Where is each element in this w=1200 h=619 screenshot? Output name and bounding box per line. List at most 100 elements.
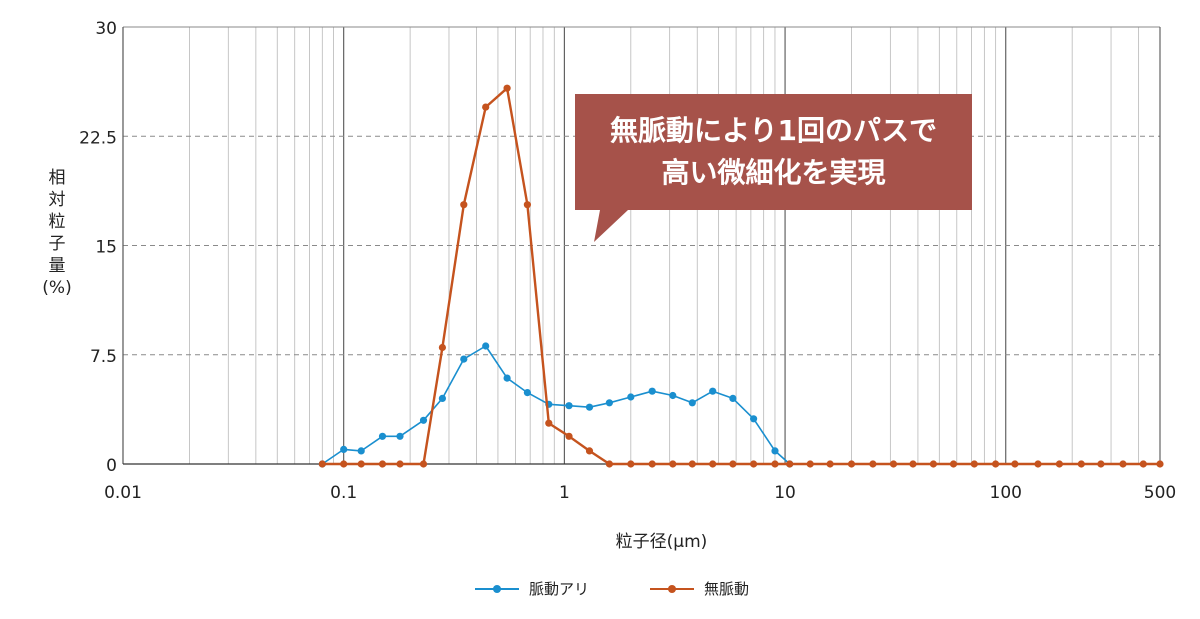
data-point (627, 393, 635, 401)
data-point (709, 387, 717, 395)
x-tick-label: 500 (1144, 483, 1176, 503)
callout-pointer (594, 210, 628, 242)
data-point (438, 343, 446, 352)
y-axis-title-char: 粒 (49, 212, 66, 232)
data-point (771, 447, 779, 455)
y-tick-label: 30 (95, 19, 117, 39)
data-point (357, 460, 365, 468)
legend-marker (493, 585, 501, 593)
data-point (585, 403, 594, 411)
data-point (605, 460, 614, 468)
axes: 0 7.5 15 22.5 30 0.01 0.1 1 10 100 500 粒子径(μm) 相対粒子量… (42, 19, 1176, 552)
data-point (909, 460, 917, 468)
data-point (669, 391, 677, 400)
data-point (1077, 460, 1085, 468)
data-point (771, 460, 779, 468)
data-point (847, 460, 856, 468)
series-line (321, 345, 791, 465)
data-point (688, 399, 696, 407)
data-point (565, 432, 573, 440)
data-point (648, 460, 656, 468)
y-axis-title-char: (%) (42, 278, 71, 298)
data-point (419, 460, 428, 468)
data-point (669, 460, 677, 468)
data-point (523, 389, 532, 397)
series-0 (318, 342, 794, 468)
data-point (585, 447, 594, 455)
series-line (322, 86, 1160, 466)
data-point (869, 460, 877, 468)
x-tick-label: 0.1 (330, 483, 357, 503)
data-point (729, 460, 737, 468)
legend-item-1: 無脈動 (650, 580, 749, 598)
data-point (340, 460, 348, 468)
data-point (826, 460, 834, 468)
legend-item-0: 脈動アリ (475, 580, 589, 598)
data-point (889, 460, 898, 468)
y-tick-label: 22.5 (79, 128, 117, 148)
grid (122, 26, 1161, 464)
data-point (503, 84, 511, 92)
data-point (1119, 460, 1127, 468)
data-point (1034, 460, 1042, 468)
data-point (709, 460, 717, 468)
data-point (806, 460, 814, 468)
data-point (1156, 460, 1164, 468)
data-point (992, 460, 1000, 468)
data-point (929, 460, 938, 468)
legend-marker (668, 585, 676, 593)
y-axis-title-char: 相 (49, 168, 66, 188)
data-point (357, 447, 365, 455)
data-point (482, 103, 490, 111)
data-point (438, 394, 446, 402)
data-point (378, 460, 387, 468)
data-point (688, 460, 696, 468)
data-point (1097, 460, 1105, 468)
data-point (523, 201, 532, 209)
data-point (786, 460, 794, 468)
data-point (545, 419, 553, 427)
x-tick-label: 1 (559, 483, 570, 503)
data-point (605, 399, 614, 407)
data-point (460, 201, 468, 209)
data-point (970, 460, 978, 468)
legend-label: 無脈動 (704, 580, 749, 598)
data-point (340, 445, 348, 453)
data-point (648, 387, 656, 395)
x-axis-title: 粒子径(μm) (616, 532, 708, 552)
data-point (949, 460, 958, 468)
series-1 (318, 84, 1164, 468)
callout-box (575, 94, 972, 210)
x-tick-label: 0.01 (104, 483, 142, 503)
data-point (396, 432, 404, 440)
data-point (503, 374, 511, 382)
callout-text-line: 高い微細化を実現 (661, 156, 885, 189)
callout-text-line: 無脈動により1回のパスで (610, 114, 937, 147)
data-point (1055, 460, 1063, 468)
data-point (750, 460, 758, 468)
data-point (378, 432, 387, 440)
data-point (1011, 460, 1019, 468)
x-tick-label: 100 (990, 483, 1022, 503)
y-tick-label: 0 (106, 456, 117, 476)
y-tick-label: 7.5 (90, 347, 117, 367)
y-axis-title-char: 子 (49, 234, 66, 254)
data-point (729, 394, 737, 402)
y-tick-label: 15 (95, 238, 117, 258)
y-axis-title-char: 量 (49, 256, 66, 276)
legend-label: 脈動アリ (529, 580, 589, 598)
y-axis-title-char: 対 (49, 190, 66, 210)
data-point (396, 460, 404, 468)
data-point (627, 460, 635, 468)
x-tick-label: 10 (774, 483, 796, 503)
legend: 脈動アリ 無脈動 (475, 580, 749, 598)
series (318, 84, 1164, 468)
data-point (318, 460, 326, 468)
data-point (1139, 460, 1147, 468)
data-point (460, 355, 468, 363)
data-point (482, 342, 490, 350)
data-point (419, 416, 428, 424)
